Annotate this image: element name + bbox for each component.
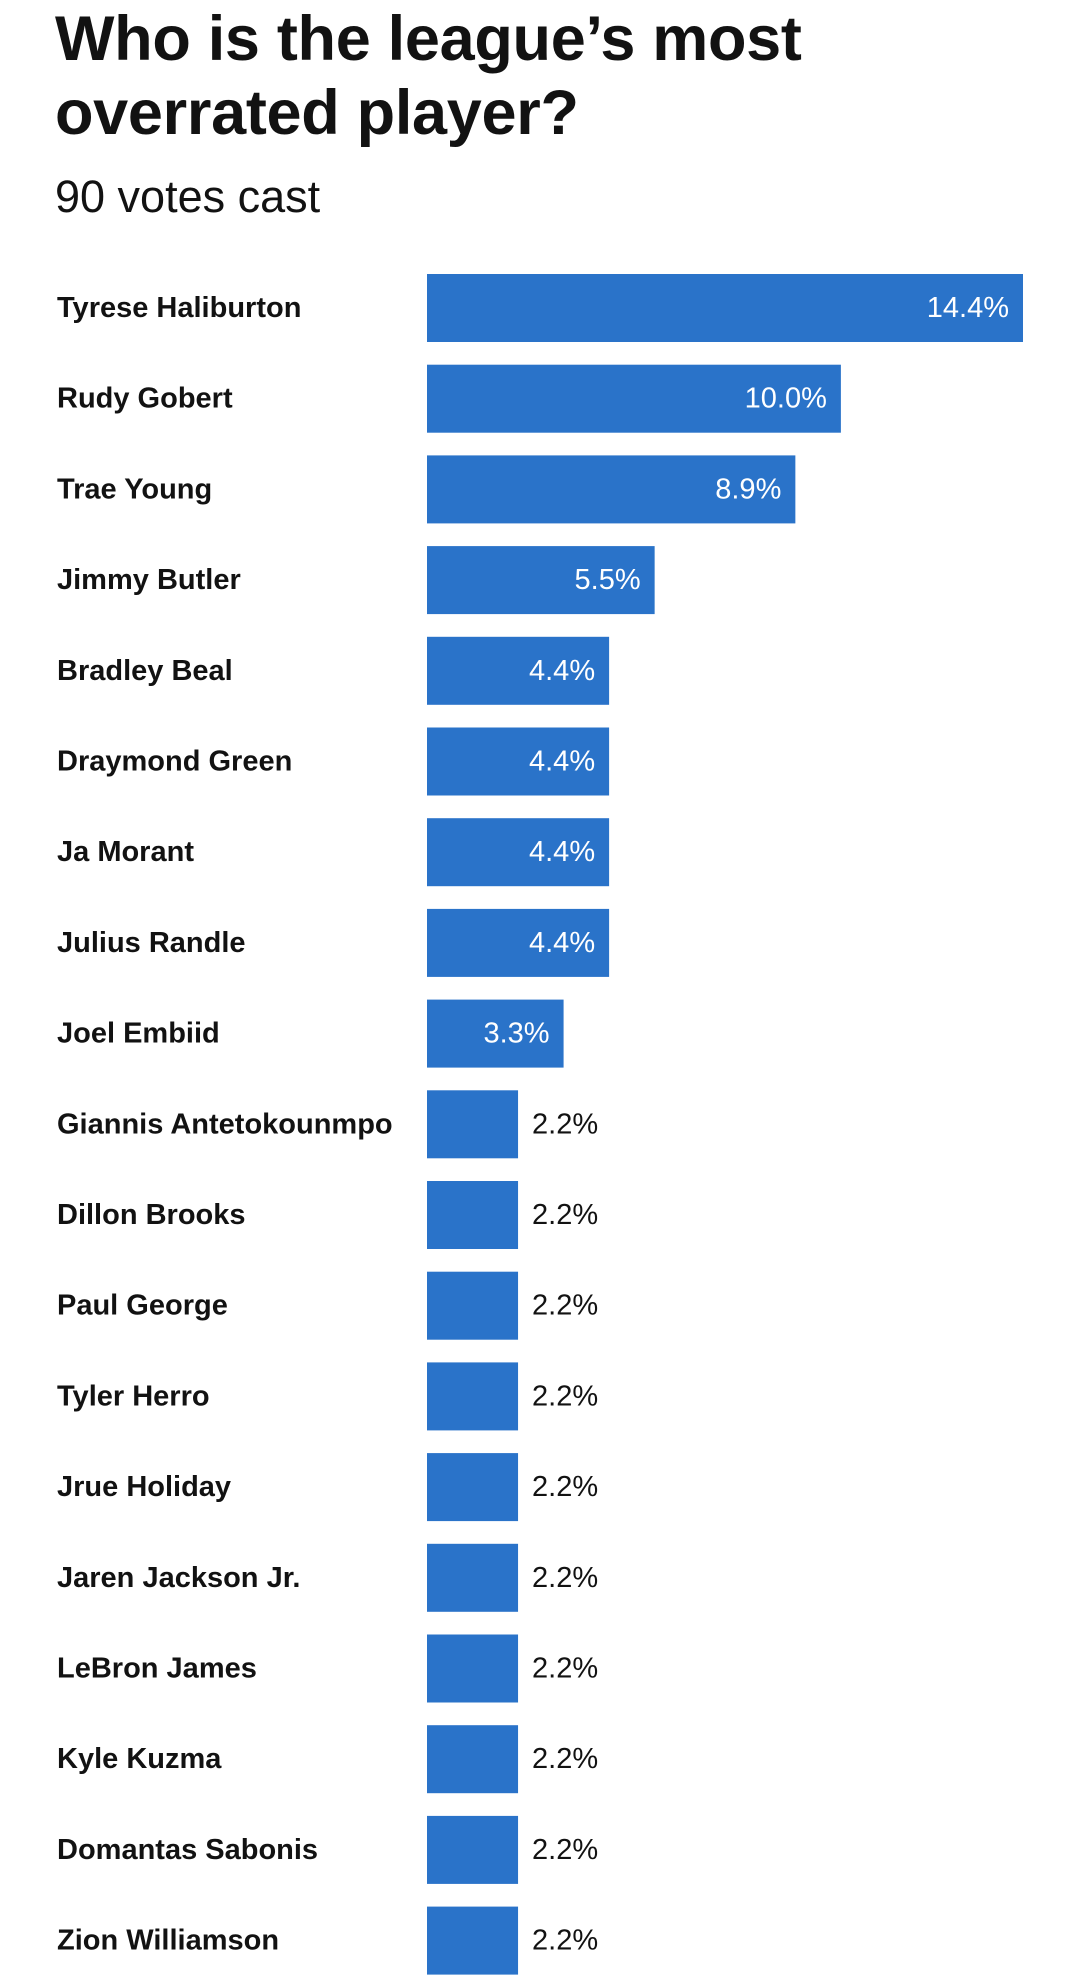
value-label: 4.4% [529,655,595,687]
value-label: 2.2% [532,1653,598,1685]
category-label: Trae Young [57,473,212,505]
bar-row: Tyler Herro 2.2% [57,1362,598,1431]
bar-row: Zion Williamson 2.2% [57,1906,598,1975]
value-label: 4.4% [529,746,595,778]
bar [427,1725,519,1794]
bar [427,455,796,524]
category-label: Giannis Antetokounmpo [57,1108,393,1140]
bar [427,727,610,796]
bar-row: Jimmy Butler 5.5% [57,546,655,615]
bar-row: Tyrese Haliburton 14.4% [57,274,1023,342]
bar [427,1815,519,1884]
bar-row: Bradley Beal 4.4% [57,636,610,705]
bar [427,1271,519,1340]
bar-row: Julius Randle 4.4% [57,908,610,977]
category-label: Zion Williamson [57,1925,279,1957]
category-label: Jimmy Butler [57,564,241,596]
bar [427,546,655,615]
value-label: 4.4% [529,927,595,959]
bar-row: Ja Morant 4.4% [57,818,610,887]
bar-row: Paul George 2.2% [57,1271,598,1340]
value-label: 2.2% [532,1380,598,1412]
bar-row: Giannis Antetokounmpo 2.2% [57,1090,598,1159]
bar-row: Jrue Holiday 2.2% [57,1453,598,1522]
bar-row: Trae Young 8.9% [57,455,796,524]
category-label: Bradley Beal [57,655,233,687]
category-label: Jaren Jackson Jr. [57,1562,300,1594]
bar [427,364,841,433]
bar [427,1634,519,1703]
bar-row: Kyle Kuzma 2.2% [57,1725,598,1794]
category-label: Tyler Herro [57,1380,210,1412]
category-label: Paul George [57,1290,228,1322]
bar-row: Domantas Sabonis 2.2% [57,1815,598,1884]
value-label: 2.2% [532,1290,598,1322]
bar-row: LeBron James 2.2% [57,1634,598,1703]
bar [427,1181,519,1249]
chart-subtitle: 90 votes cast [55,171,321,222]
category-label: Kyle Kuzma [57,1743,222,1775]
bar-row: Dillon Brooks 2.2% [57,1181,598,1249]
value-label: 2.2% [532,1834,598,1866]
bar [427,1453,519,1522]
bar [427,1090,519,1159]
category-label: Rudy Gobert [57,383,233,415]
category-label: Dillon Brooks [57,1199,246,1231]
bar [427,908,610,977]
category-label: Tyrese Haliburton [57,292,301,324]
bar [427,1362,519,1431]
bar [427,818,610,887]
value-label: 2.2% [532,1743,598,1775]
value-label: 2.2% [532,1925,598,1957]
category-label: Draymond Green [57,746,292,778]
bar-row: Jaren Jackson Jr. 2.2% [57,1543,598,1612]
value-label: 5.5% [575,564,641,596]
bar [427,999,564,1068]
bar [427,636,610,705]
value-label: 2.2% [532,1108,598,1140]
value-label: 4.4% [529,836,595,868]
category-label: Jrue Holiday [57,1471,231,1503]
bar [427,1543,519,1612]
value-label: 3.3% [483,1018,549,1050]
category-label: Ja Morant [57,836,194,868]
category-label: Domantas Sabonis [57,1834,318,1866]
bar-row: Draymond Green 4.4% [57,727,610,796]
value-label: 2.2% [532,1471,598,1503]
value-label: 10.0% [745,383,827,415]
category-label: LeBron James [57,1653,257,1685]
category-label: Joel Embiid [57,1018,220,1050]
bar [427,1906,519,1975]
value-label: 2.2% [532,1199,598,1231]
bar-row: Rudy Gobert 10.0% [57,364,841,433]
value-label: 8.9% [715,473,781,505]
value-label: 14.4% [927,292,1009,324]
value-label: 2.2% [532,1562,598,1594]
bar-row: Joel Embiid 3.3% [57,999,564,1068]
bar [427,274,1023,342]
chart-title: Who is the league’s most overrated playe… [55,4,802,148]
category-label: Julius Randle [57,927,246,959]
